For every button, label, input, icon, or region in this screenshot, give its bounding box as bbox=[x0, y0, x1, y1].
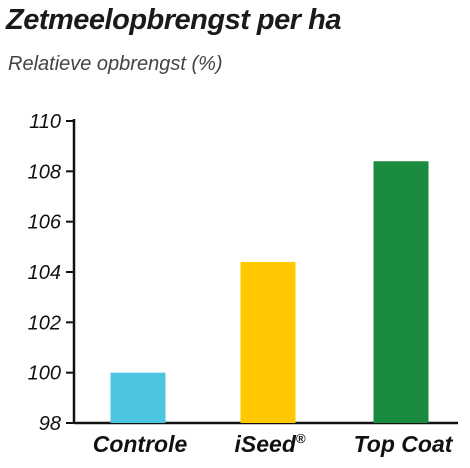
y-tick-label: 100 bbox=[28, 363, 61, 385]
chart-bars bbox=[110, 161, 429, 423]
bar bbox=[373, 161, 429, 423]
y-tick-label: 102 bbox=[28, 312, 61, 334]
x-category-label: Top Coat bbox=[354, 431, 454, 457]
y-tick-label: 106 bbox=[28, 212, 62, 234]
chart-subtitle: Relatieve opbrengst (%) bbox=[8, 53, 223, 75]
bar bbox=[110, 372, 166, 423]
chart-title: Zetmeelopbrengst per ha bbox=[6, 4, 341, 36]
y-tick-label: 108 bbox=[28, 161, 61, 183]
y-tick-label: 98 bbox=[39, 413, 61, 435]
chart-labels: 98 100 102 104 106 108 110 Controle iSeed® Top Co… bbox=[28, 111, 454, 457]
y-tick-label: 104 bbox=[28, 262, 61, 284]
bar bbox=[240, 261, 296, 423]
x-category-label: iSeed® bbox=[235, 431, 306, 457]
x-category-label: Controle bbox=[93, 431, 188, 457]
y-tick-label: 110 bbox=[29, 111, 61, 133]
